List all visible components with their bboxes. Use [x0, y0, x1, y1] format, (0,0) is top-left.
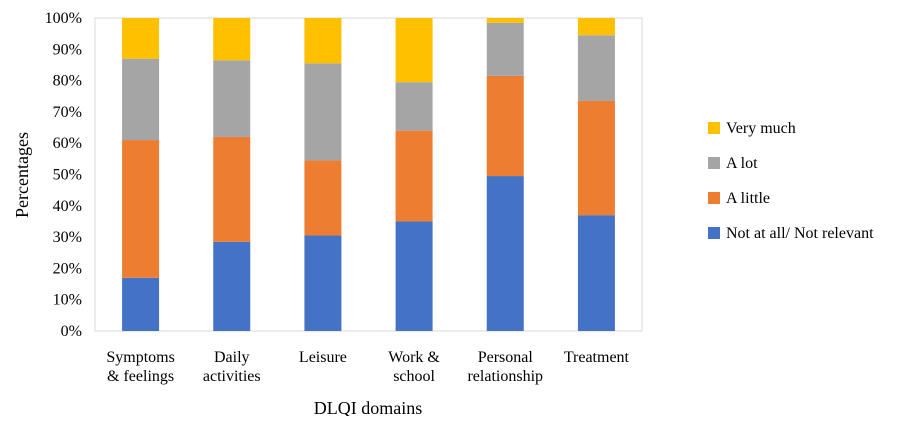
bar-segment — [122, 18, 160, 59]
legend: Very much A lot A little Not at all/ Not re… — [708, 120, 874, 242]
bar-segment — [122, 140, 160, 278]
y-tick-label: 0% — [61, 323, 82, 340]
bar-segment — [577, 100, 615, 216]
bar-segment — [577, 18, 615, 36]
bar-segment — [304, 18, 342, 64]
y-tick-label: 40% — [53, 198, 82, 215]
y-axis-title: Percentages — [12, 132, 32, 218]
plot-area-border — [94, 17, 643, 332]
x-axis-title: DLQI domains — [314, 398, 422, 416]
x-tick-label: Symptoms & feelings — [106, 349, 174, 385]
y-tick-label: 10% — [53, 292, 82, 309]
bar-segment — [304, 235, 342, 331]
x-tick-label: Leisure — [299, 349, 347, 366]
bar-segment — [213, 241, 251, 331]
bar-segment — [486, 75, 524, 177]
bar-segment — [577, 35, 615, 101]
y-tick-label: 60% — [53, 135, 82, 152]
bars — [122, 18, 615, 331]
x-tick-label: Treatment — [564, 349, 630, 366]
y-tick-label: 50% — [53, 167, 82, 184]
bar-segment — [486, 22, 524, 76]
plot-frame — [94, 17, 643, 332]
bar-segment — [395, 18, 433, 83]
bar-segment — [304, 63, 342, 161]
y-tick-label: 20% — [53, 260, 82, 277]
legend-swatch — [708, 122, 720, 134]
bar-segment — [213, 136, 251, 242]
y-tick-label: 90% — [53, 41, 82, 58]
y-tick-label: 80% — [53, 73, 82, 90]
bar-segment — [304, 160, 342, 236]
bar-segment — [395, 130, 433, 222]
bar-segment — [395, 221, 433, 331]
bar-segment — [486, 18, 524, 23]
bar-segment — [213, 18, 251, 61]
legend-swatch — [708, 157, 720, 169]
y-tick-label: 70% — [53, 104, 82, 121]
x-axis-ticks: Symptoms & feelings Daily activities Leisure… — [106, 349, 629, 385]
bar-segment — [395, 82, 433, 131]
legend-swatch — [708, 192, 720, 204]
bar-segment — [486, 176, 524, 331]
bar-segment — [122, 58, 160, 141]
y-axis-ticks: 0% 10% 20% 30% 40% 50% 60% 70% 80% 90% 100% — [45, 10, 82, 340]
x-tick-label: Daily activities — [203, 349, 261, 385]
legend-swatch — [708, 227, 720, 239]
x-tick-label: Personal relationship — [467, 349, 543, 385]
y-tick-label: 30% — [53, 229, 82, 246]
legend-label: Not at all/ Not relevant — [726, 225, 874, 242]
legend-label: A lot — [726, 155, 758, 172]
legend-label: Very much — [726, 120, 796, 137]
bar-segment — [577, 215, 615, 331]
bar-segment — [122, 277, 160, 331]
y-tick-label: 100% — [45, 10, 82, 27]
bar-segment — [213, 60, 251, 137]
legend-label: A little — [726, 190, 770, 207]
x-tick-label: Work & school — [388, 349, 440, 385]
